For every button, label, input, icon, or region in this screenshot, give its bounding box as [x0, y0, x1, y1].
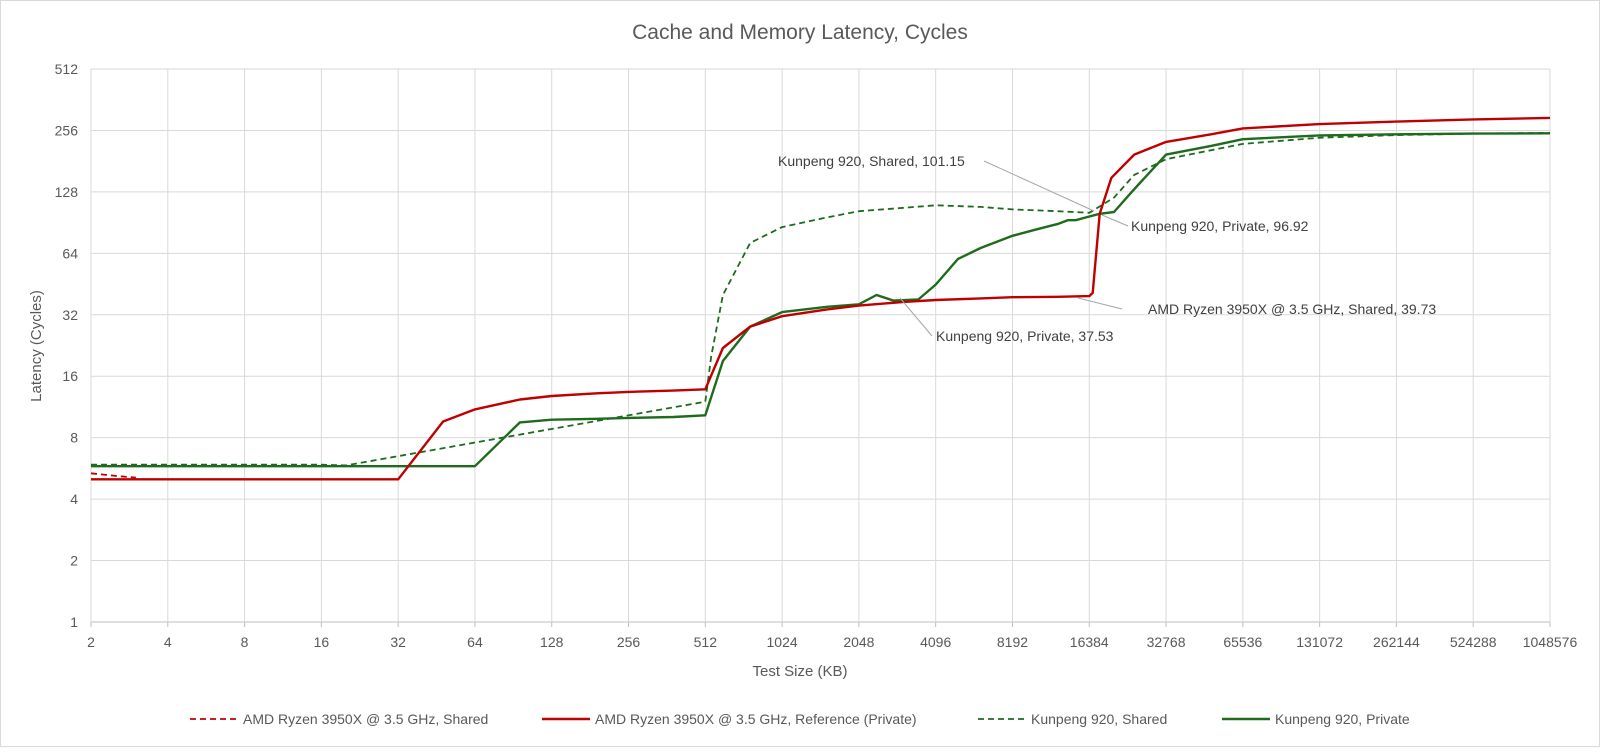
- series-lines: [90, 116, 1551, 481]
- annotation-leader-line: [1077, 297, 1123, 310]
- x-tick-label: 2048: [843, 634, 874, 650]
- x-tick-label: 64: [467, 634, 483, 650]
- y-axis-ticks: 1 2 4 8 16 32 64 128 256 512: [55, 61, 79, 630]
- y-tick-label: 16: [62, 368, 78, 384]
- y-tick-label: 32: [62, 307, 78, 323]
- x-tick-label: 256: [617, 634, 641, 650]
- y-tick-label: 4: [70, 491, 78, 507]
- data-annotations: Kunpeng 920, Shared, 101.15 Kunpeng 920, …: [778, 153, 1436, 344]
- y-tick-label: 64: [62, 245, 78, 261]
- series-line-3: [91, 132, 1551, 468]
- annotation-leader-line: [1101, 214, 1129, 227]
- series-line-2: [91, 132, 1551, 467]
- annotation-label: Kunpeng 920, Shared, 101.15: [778, 153, 965, 169]
- annotation-label: Kunpeng 920, Private, 96.92: [1131, 218, 1309, 234]
- y-tick-label: 256: [55, 122, 79, 138]
- y-axis-title: Latency (Cycles): [28, 290, 45, 402]
- x-tick-label: 4: [164, 634, 172, 650]
- x-tick-label: 32: [390, 634, 406, 650]
- x-tick-label: 131072: [1296, 634, 1343, 650]
- legend: AMD Ryzen 3950X @ 3.5 GHz, Shared AMD Ryz…: [190, 711, 1410, 727]
- x-tick-label: 4096: [920, 634, 951, 650]
- x-tick-label: 512: [694, 634, 718, 650]
- annotation-leader-line: [983, 160, 1095, 212]
- x-tick-label: 16: [314, 634, 330, 650]
- y-tick-label: 1: [70, 614, 78, 630]
- x-tick-label: 8192: [997, 634, 1028, 650]
- annotation-label: Kunpeng 920, Private, 37.53: [936, 328, 1114, 344]
- x-tick-label: 524288: [1450, 634, 1497, 650]
- y-tick-label: 8: [70, 430, 78, 446]
- x-axis-title: Test Size (KB): [752, 663, 847, 680]
- x-tick-label: 16384: [1070, 634, 1109, 650]
- y-tick-label: 512: [55, 61, 79, 77]
- x-tick-label: 65536: [1223, 634, 1262, 650]
- annotation-leader-line: [899, 297, 933, 337]
- gridlines: [90, 68, 1551, 627]
- y-tick-label: 128: [55, 184, 79, 200]
- legend-entry: Kunpeng 920, Private: [1275, 711, 1410, 727]
- series-line-1: [91, 116, 1551, 481]
- x-tick-label: 1048576: [1523, 634, 1578, 650]
- chart-title: Cache and Memory Latency, Cycles: [632, 21, 968, 44]
- legend-entry: AMD Ryzen 3950X @ 3.5 GHz, Reference (Pr…: [595, 711, 917, 727]
- x-tick-label: 128: [540, 634, 564, 650]
- annotation-label: AMD Ryzen 3950X @ 3.5 GHz, Shared, 39.73: [1148, 301, 1436, 317]
- x-tick-label: 8: [241, 634, 249, 650]
- x-tick-label: 1024: [767, 634, 798, 650]
- x-tick-label: 262144: [1373, 634, 1420, 650]
- legend-entry: Kunpeng 920, Shared: [1031, 711, 1167, 727]
- x-tick-label: 2: [87, 634, 95, 650]
- legend-entry: AMD Ryzen 3950X @ 3.5 GHz, Shared: [243, 711, 488, 727]
- y-tick-label: 2: [70, 553, 78, 569]
- series-line-0: [90, 472, 136, 479]
- x-axis-ticks: 2 4 8 16 32 64 128 256 512 1024 2048 4096 8192 16384 3…: [87, 634, 1577, 650]
- x-tick-label: 32768: [1147, 634, 1186, 650]
